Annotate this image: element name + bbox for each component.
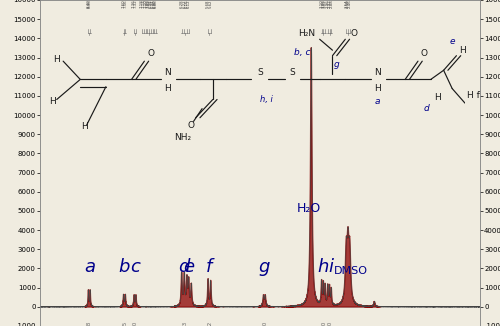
Text: 2.46: 2.46 bbox=[348, 0, 352, 8]
Text: h, i: h, i bbox=[260, 95, 272, 104]
Text: d: d bbox=[424, 104, 430, 113]
Text: 2.50: 2.50 bbox=[346, 0, 350, 8]
Text: g: g bbox=[334, 60, 340, 69]
Text: 1.15: 1.15 bbox=[122, 321, 127, 326]
Text: 1.88: 1.88 bbox=[87, 321, 92, 326]
Text: 7.10: 7.10 bbox=[144, 0, 148, 8]
Text: f: f bbox=[206, 258, 212, 276]
Text: H: H bbox=[460, 46, 466, 55]
Text: 3.10: 3.10 bbox=[320, 0, 324, 8]
Text: S: S bbox=[289, 67, 294, 77]
Text: d: d bbox=[178, 258, 190, 276]
Text: O: O bbox=[148, 49, 154, 58]
Text: DMSO: DMSO bbox=[334, 266, 368, 276]
Text: 7.02: 7.02 bbox=[147, 0, 151, 8]
Text: 2.13: 2.13 bbox=[182, 321, 188, 326]
Text: 1.00: 1.00 bbox=[321, 321, 326, 326]
Text: 6.86: 6.86 bbox=[154, 0, 158, 8]
Text: H: H bbox=[374, 84, 380, 93]
Text: b, c: b, c bbox=[294, 48, 311, 56]
Text: H: H bbox=[81, 122, 88, 131]
Text: 6.90: 6.90 bbox=[152, 0, 156, 8]
Text: H: H bbox=[164, 84, 172, 93]
Text: 1.00: 1.00 bbox=[262, 321, 267, 326]
Text: 6.12: 6.12 bbox=[186, 0, 190, 8]
Text: H₂O: H₂O bbox=[296, 202, 320, 215]
Text: b: b bbox=[118, 258, 130, 276]
Text: 6.94: 6.94 bbox=[150, 0, 154, 8]
Text: 7.06: 7.06 bbox=[146, 0, 150, 8]
Text: 3.02: 3.02 bbox=[323, 0, 327, 8]
Text: 7.14: 7.14 bbox=[142, 0, 146, 8]
Text: 2.88: 2.88 bbox=[330, 0, 334, 8]
Text: 8.40: 8.40 bbox=[86, 0, 90, 8]
Text: N: N bbox=[164, 67, 172, 77]
Text: e: e bbox=[183, 258, 194, 276]
Text: 7.18: 7.18 bbox=[140, 0, 144, 8]
Text: O: O bbox=[188, 121, 195, 129]
Text: 2.92: 2.92 bbox=[328, 0, 332, 8]
Text: 7.60: 7.60 bbox=[122, 0, 126, 8]
Text: g: g bbox=[258, 258, 270, 276]
Text: S: S bbox=[257, 67, 262, 77]
Text: H: H bbox=[54, 55, 60, 64]
Text: NH₂: NH₂ bbox=[174, 133, 192, 142]
Text: h: h bbox=[317, 258, 328, 276]
Text: 6.16: 6.16 bbox=[185, 0, 189, 8]
Text: 7.36: 7.36 bbox=[132, 0, 136, 8]
Text: 6.28: 6.28 bbox=[180, 0, 184, 8]
Text: 6.22: 6.22 bbox=[182, 0, 186, 8]
Text: 1.32: 1.32 bbox=[207, 321, 212, 326]
Text: 6.98: 6.98 bbox=[149, 0, 153, 8]
Text: O: O bbox=[350, 29, 358, 38]
Text: 1.00: 1.00 bbox=[132, 321, 138, 326]
Text: a: a bbox=[84, 258, 95, 276]
Text: e: e bbox=[450, 37, 455, 46]
Text: H: H bbox=[434, 93, 440, 102]
Text: 7.56: 7.56 bbox=[124, 0, 128, 8]
Text: N: N bbox=[374, 67, 380, 77]
Text: O: O bbox=[421, 49, 428, 58]
Text: i: i bbox=[328, 258, 333, 276]
Text: 2.96: 2.96 bbox=[326, 0, 330, 8]
Text: H₂N: H₂N bbox=[298, 29, 316, 38]
Text: 8.36: 8.36 bbox=[88, 0, 92, 8]
Text: c: c bbox=[130, 258, 140, 276]
Text: 2.54: 2.54 bbox=[344, 0, 348, 8]
Text: 5.68: 5.68 bbox=[206, 0, 210, 8]
Text: H f: H f bbox=[467, 91, 480, 100]
Text: 1.10: 1.10 bbox=[327, 321, 332, 326]
Text: 3.06: 3.06 bbox=[322, 0, 326, 8]
Text: H: H bbox=[49, 97, 56, 106]
Text: a: a bbox=[374, 97, 380, 106]
Text: 7.32: 7.32 bbox=[134, 0, 138, 8]
Text: 5.62: 5.62 bbox=[208, 0, 212, 8]
